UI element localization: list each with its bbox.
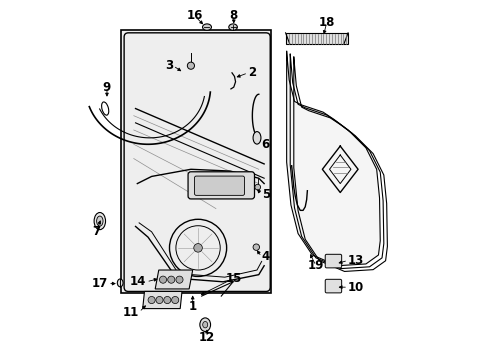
Circle shape [167,276,175,283]
Text: 18: 18 [318,16,334,29]
Polygon shape [286,51,380,266]
Text: 8: 8 [229,9,238,22]
Ellipse shape [203,321,207,328]
Text: 9: 9 [102,81,111,94]
FancyBboxPatch shape [188,172,254,199]
Text: 2: 2 [247,66,256,79]
Circle shape [176,276,183,283]
FancyBboxPatch shape [194,176,244,195]
FancyBboxPatch shape [325,279,341,293]
Circle shape [156,296,163,303]
Ellipse shape [94,212,105,230]
Text: 6: 6 [261,138,269,151]
Bar [285,33,347,44]
Ellipse shape [202,24,211,30]
Circle shape [163,296,171,303]
Ellipse shape [228,24,237,30]
Text: 14: 14 [130,275,146,288]
Polygon shape [155,270,192,289]
Text: 11: 11 [122,306,139,319]
Text: 16: 16 [186,9,202,22]
Text: 1: 1 [188,300,196,313]
Ellipse shape [97,216,103,226]
Text: 13: 13 [347,254,364,267]
Text: 17: 17 [92,277,108,290]
Circle shape [254,184,260,190]
Text: 4: 4 [261,250,269,263]
Text: 19: 19 [307,259,324,272]
Circle shape [187,62,194,69]
Ellipse shape [117,279,123,287]
Bar [121,30,271,293]
Circle shape [193,244,202,252]
Text: 15: 15 [225,272,242,285]
Text: 7: 7 [92,225,100,238]
Text: 5: 5 [261,188,269,201]
Text: 3: 3 [164,59,173,72]
Circle shape [253,244,259,250]
Circle shape [159,276,166,283]
Circle shape [148,296,155,303]
Circle shape [171,296,179,303]
Ellipse shape [200,318,210,332]
Text: 12: 12 [199,331,215,344]
FancyBboxPatch shape [325,254,341,268]
Polygon shape [142,292,182,309]
Ellipse shape [253,132,261,144]
Text: 10: 10 [347,281,364,294]
